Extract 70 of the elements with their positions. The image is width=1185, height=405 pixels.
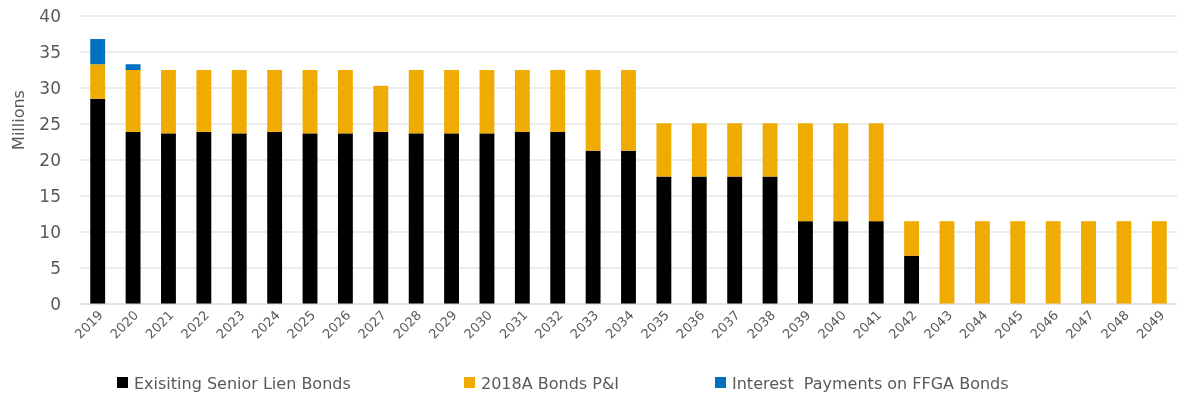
bar [727,176,743,304]
bar [125,70,141,132]
bar [691,123,707,177]
bar [373,85,389,132]
bar [444,133,459,304]
bar [408,133,424,304]
bar [868,221,884,304]
bar [904,255,920,304]
bar [585,70,601,151]
bar [1116,221,1132,304]
bar [267,70,283,132]
bar [231,70,247,134]
bar [798,221,813,304]
bar [656,176,672,304]
bar [691,176,707,304]
y-tick-label: 15 [39,185,61,206]
bar [1151,221,1167,304]
bar [373,131,389,304]
bar [161,133,176,304]
y-tick-label: 20 [39,149,61,170]
bar [904,221,920,256]
bar [550,131,566,304]
bar [833,123,849,222]
bar [231,133,247,304]
bar [90,98,106,304]
bar [727,123,743,177]
bar [267,131,283,304]
y-tick-label: 0 [50,293,61,314]
bar [408,70,424,134]
bar [125,64,141,70]
bar [302,133,318,304]
bar [125,131,141,304]
bar [939,221,955,304]
bar [337,133,353,304]
bar [550,70,566,132]
bar [514,70,530,132]
bar [585,150,601,304]
y-tick-label: 25 [39,113,61,134]
bar [90,39,106,65]
bar [656,123,672,177]
bar [974,221,990,304]
bar [196,131,212,304]
bar [1010,221,1026,304]
bar [868,123,884,222]
y-axis-title: Millions [9,90,28,150]
y-tick-label: 35 [39,41,61,62]
bar [1081,221,1096,304]
bar [833,221,849,304]
bar [479,70,495,134]
bar [196,70,212,132]
bar [161,70,176,134]
y-tick-label: 40 [39,5,61,26]
bar [444,70,459,134]
legend-label: Exisiting Senior Lien Bonds [134,373,351,393]
legend-label: 2018A Bonds P&I [481,373,620,393]
y-tick-label: 5 [50,257,61,278]
bar [90,64,106,99]
bar [621,150,636,304]
legend-label: Interest Payments on FFGA Bonds [732,373,1009,393]
bar [479,133,495,304]
y-tick-label: 30 [39,77,61,98]
bar [337,70,353,134]
bar [798,123,813,222]
bar [514,131,530,304]
bar [621,70,636,151]
bar [762,176,778,304]
bar [762,123,778,177]
bar [1045,221,1061,304]
bar [302,70,318,134]
y-tick-label: 10 [39,221,61,242]
